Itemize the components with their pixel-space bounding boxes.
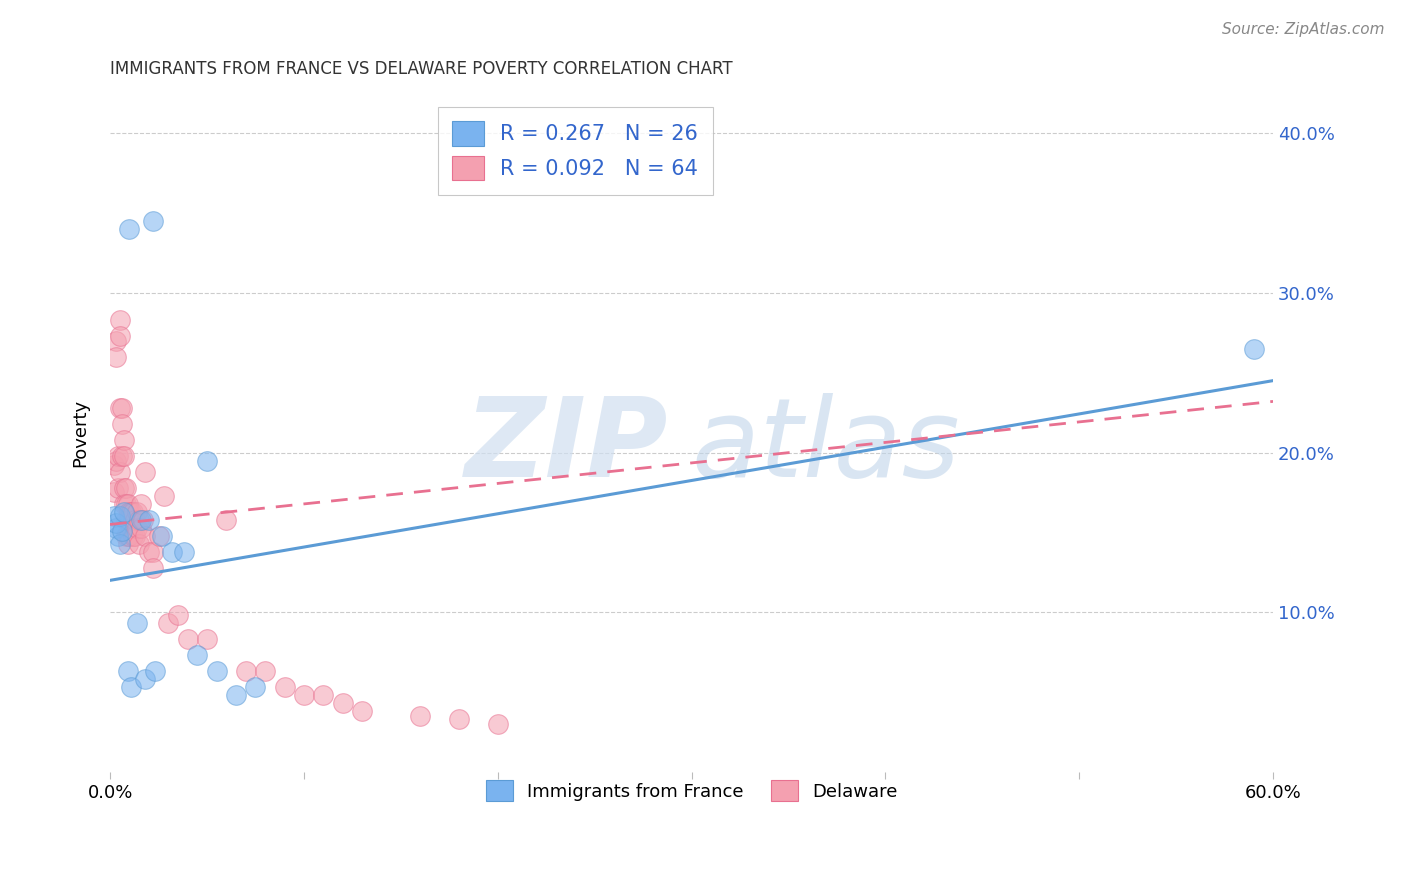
Point <box>117 665 139 679</box>
Point <box>103 485 125 500</box>
Point <box>132 513 155 527</box>
Point <box>152 528 174 542</box>
Point <box>111 401 134 415</box>
Text: Source: ZipAtlas.com: Source: ZipAtlas.com <box>1222 22 1385 37</box>
Point <box>486 717 509 731</box>
Point <box>124 513 146 527</box>
Point <box>104 516 127 530</box>
Point <box>235 665 257 679</box>
Text: ZIP: ZIP <box>465 392 668 500</box>
Point <box>134 673 156 687</box>
Point <box>114 528 136 542</box>
Point <box>120 521 142 535</box>
Point <box>104 334 127 348</box>
Point <box>129 513 152 527</box>
Point <box>409 709 432 723</box>
Point <box>225 689 247 703</box>
Point <box>107 528 129 542</box>
Point <box>153 489 176 503</box>
Point <box>108 401 131 415</box>
Point <box>118 222 141 236</box>
Point <box>129 521 152 535</box>
Point <box>117 497 139 511</box>
Text: atlas: atlas <box>692 392 960 500</box>
Point <box>103 458 125 473</box>
Point <box>195 632 218 647</box>
Point <box>108 329 131 343</box>
Point <box>195 453 218 467</box>
Point <box>138 513 160 527</box>
Point <box>447 712 470 726</box>
Point <box>114 513 136 527</box>
Point <box>117 528 139 542</box>
Point <box>108 465 131 479</box>
Point <box>148 528 170 542</box>
Point <box>111 417 134 431</box>
Point <box>176 632 198 647</box>
Point <box>122 505 145 519</box>
Point <box>205 665 228 679</box>
Point <box>254 665 277 679</box>
Point <box>118 528 141 542</box>
Point <box>157 616 180 631</box>
Point <box>118 513 141 527</box>
Point <box>120 505 142 519</box>
Point <box>352 704 374 718</box>
Point <box>112 481 135 495</box>
Point <box>108 313 131 327</box>
Point <box>160 544 183 558</box>
Point <box>104 350 127 364</box>
Point <box>215 513 238 527</box>
Point <box>107 481 129 495</box>
Point <box>104 521 127 535</box>
Point <box>108 509 131 524</box>
Text: IMMIGRANTS FROM FRANCE VS DELAWARE POVERTY CORRELATION CHART: IMMIGRANTS FROM FRANCE VS DELAWARE POVER… <box>110 60 733 78</box>
Point <box>142 544 165 558</box>
Point <box>167 608 190 623</box>
Point <box>245 681 267 695</box>
Point <box>332 697 354 711</box>
Point <box>112 505 135 519</box>
Point <box>134 465 156 479</box>
Legend: Immigrants from France, Delaware: Immigrants from France, Delaware <box>472 768 910 814</box>
Point <box>103 509 125 524</box>
Point <box>142 214 165 228</box>
Point <box>134 528 156 542</box>
Point <box>142 560 165 574</box>
Point <box>117 536 139 550</box>
Point <box>107 449 129 463</box>
Point <box>120 681 142 695</box>
Point <box>128 513 150 527</box>
Point <box>129 497 152 511</box>
Point <box>127 521 149 535</box>
Point <box>104 453 127 467</box>
Point <box>117 513 139 527</box>
Point <box>112 497 135 511</box>
Point <box>127 616 149 631</box>
Point <box>273 681 295 695</box>
Point <box>111 449 134 463</box>
Point <box>127 505 149 519</box>
Point <box>186 648 208 663</box>
Point <box>173 544 195 558</box>
Point <box>312 689 335 703</box>
Point <box>118 505 141 519</box>
Point <box>124 528 146 542</box>
Point <box>112 433 135 447</box>
Point <box>138 544 160 558</box>
Point <box>114 481 136 495</box>
Point <box>292 689 315 703</box>
Point <box>128 536 150 550</box>
Point <box>1243 342 1265 356</box>
Point <box>111 524 134 538</box>
Point <box>122 528 145 542</box>
Y-axis label: Poverty: Poverty <box>72 399 89 467</box>
Point <box>143 665 166 679</box>
Point <box>108 536 131 550</box>
Point <box>114 497 136 511</box>
Point <box>112 449 135 463</box>
